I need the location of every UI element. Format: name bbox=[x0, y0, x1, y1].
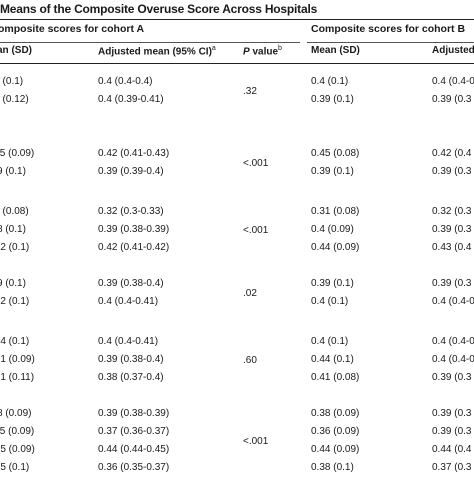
mean-a-cell: ·1 (0.09) bbox=[0, 354, 35, 365]
table-row: 9 (0.1) 0.39 (0.38-0.4) 0.39 (0.1) 0.39 (0.… bbox=[0, 276, 474, 294]
mean-b-cell: 0.4 (0.1) bbox=[311, 76, 349, 87]
p-value: <.001 bbox=[243, 225, 269, 236]
mean-b-cell: 0.4 (0.1) bbox=[311, 336, 349, 347]
mean-a-cell: . (0.08) bbox=[0, 206, 29, 217]
adjusted-b-cell: 0.39 (0.3 bbox=[432, 94, 472, 105]
adjusted-a-cell: 0.4 (0.39-0.41) bbox=[98, 94, 164, 105]
cohort-a-underline bbox=[0, 42, 300, 43]
mean-b-cell: 0.38 (0.1) bbox=[311, 462, 354, 473]
p-value: <.001 bbox=[243, 436, 269, 447]
mean-a-cell: 9 (0.1) bbox=[0, 278, 26, 289]
adjusted-a-cell: 0.39 (0.38-0.4) bbox=[98, 354, 164, 365]
adjusted-b-cell: 0.39 (0.3 bbox=[432, 372, 472, 383]
adjusted-b-cell: 0.32 (0.3 bbox=[432, 206, 472, 217]
mean-b-cell: 0.36 (0.09) bbox=[311, 426, 360, 437]
table-row: .5 (0.09) 0.42 (0.41-0.43) 0.45 (0.08) 0.42… bbox=[0, 146, 474, 164]
mean-a-cell: 8 (0.09) bbox=[0, 408, 32, 419]
cohort-b-underline bbox=[307, 42, 474, 43]
mean-b-cell: 0.44 (0.09) bbox=[311, 444, 360, 455]
mean-b-cell: 0.44 (0.1) bbox=[311, 354, 354, 365]
table-row: .5 (0.09) 0.37 (0.36-0.37) 0.36 (0.09) 0.39… bbox=[0, 424, 474, 442]
mean-a-cell: ·2 (0.1) bbox=[0, 296, 30, 307]
table-row: ·1 (0.09) 0.39 (0.38-0.4) 0.44 (0.1) 0.4 (0… bbox=[0, 352, 474, 370]
adjusted-b-cell: 0.39 (0.3 bbox=[432, 224, 472, 235]
adjusted-a-cell: 0.36 (0.35-0.37) bbox=[98, 462, 170, 473]
adjusted-b-cell: 0.39 (0.3 bbox=[432, 426, 472, 437]
mean-a-cell: ·2 (0.1) bbox=[0, 242, 30, 253]
col-header-adjusted-b: Adjusted bbox=[432, 45, 474, 56]
table-row: . (0.1) 0.4 (0.4-0.4) 0.4 (0.1) 0.4 (0.4-0 bbox=[0, 74, 474, 92]
table-row: 8 (0.1) 0.39 (0.38-0.39) 0.4 (0.09) 0.39 (0… bbox=[0, 222, 474, 240]
adjusted-a-cell: 0.39 (0.38-0.39) bbox=[98, 224, 170, 235]
mean-b-cell: 0.41 (0.08) bbox=[311, 372, 360, 383]
table-row: . (0.12) 0.4 (0.39-0.41) 0.39 (0.1) 0.39 (0… bbox=[0, 92, 474, 110]
adjusted-b-cell: 0.4 (0.4-0 bbox=[432, 76, 474, 87]
mean-a-cell: . (0.12) bbox=[0, 94, 29, 105]
adjusted-a-cell: 0.4 (0.4-0.41) bbox=[98, 296, 159, 307]
col-header-mean-a: an (SD) bbox=[0, 45, 32, 56]
adjusted-a-cell: 0.44 (0.44-0.45) bbox=[98, 444, 170, 455]
table-row: ·5 (0.1) 0.36 (0.35-0.37) 0.38 (0.1) 0.37 (… bbox=[0, 460, 474, 478]
adjusted-a-cell: 0.32 (0.3-0.33) bbox=[98, 206, 164, 217]
col-header-pvalue: P valueb bbox=[243, 45, 282, 58]
p-value: .32 bbox=[243, 86, 257, 97]
mean-a-cell: ·5 (0.09) bbox=[0, 444, 35, 455]
mean-b-cell: 0.39 (0.1) bbox=[311, 166, 354, 177]
adjusted-b-cell: 0.43 (0.4 bbox=[432, 242, 472, 253]
mean-b-cell: 0.39 (0.1) bbox=[311, 94, 354, 105]
cohort-a-header: omposite scores for cohort A bbox=[0, 23, 145, 35]
mean-a-cell: ·1 (0.11) bbox=[0, 372, 35, 383]
col-header-mean-b: Mean (SD) bbox=[311, 45, 360, 56]
adjusted-b-cell: 0.37 (0.3 bbox=[432, 462, 472, 473]
table-row: ·4 (0.1) 0.4 (0.4-0.41) 0.4 (0.1) 0.4 (0.4-… bbox=[0, 334, 474, 352]
mean-b-cell: 0.31 (0.08) bbox=[311, 206, 360, 217]
adjusted-b-cell: 0.42 (0.4 bbox=[432, 148, 472, 159]
adjusted-a-cell: 0.39 (0.38-0.4) bbox=[98, 278, 164, 289]
adjusted-b-cell: 0.39 (0.3 bbox=[432, 278, 472, 289]
mean-b-cell: 0.39 (0.1) bbox=[311, 278, 354, 289]
adjusted-a-cell: 0.4 (0.4-0.41) bbox=[98, 336, 159, 347]
p-value: <.001 bbox=[243, 158, 269, 169]
mean-a-cell: ·5 (0.1) bbox=[0, 462, 30, 473]
p-value: .02 bbox=[243, 288, 257, 299]
mean-b-cell: 0.44 (0.09) bbox=[311, 242, 360, 253]
p-value: .60 bbox=[243, 355, 257, 366]
header-rule bbox=[0, 63, 474, 64]
mean-a-cell: . (0.1) bbox=[0, 76, 24, 87]
mean-a-cell: .5 (0.09) bbox=[0, 426, 35, 437]
mean-a-cell: .5 (0.09) bbox=[0, 148, 35, 159]
table-row: ·1 (0.11) 0.38 (0.37-0.4) 0.41 (0.08) 0.39 … bbox=[0, 370, 474, 388]
adjusted-b-cell: 0.39 (0.3 bbox=[432, 166, 472, 177]
table-row: ·2 (0.1) 0.42 (0.41-0.42) 0.44 (0.09) 0.43 … bbox=[0, 240, 474, 258]
adjusted-a-cell: 0.39 (0.39-0.4) bbox=[98, 166, 164, 177]
adjusted-b-cell: 0.39 (0.3 bbox=[432, 408, 472, 419]
adjusted-b-cell: 0.44 (0.4 bbox=[432, 444, 472, 455]
mean-a-cell: 8 (0.1) bbox=[0, 224, 26, 235]
table-row: 8 (0.09) 0.39 (0.38-0.39) 0.38 (0.09) 0.39 … bbox=[0, 406, 474, 424]
adjusted-a-cell: 0.42 (0.41-0.43) bbox=[98, 148, 170, 159]
col-header-adjusted-a: Adjusted mean (95% CI)a bbox=[98, 45, 216, 58]
mean-a-cell: 9 (0.1) bbox=[0, 166, 26, 177]
adjusted-a-cell: 0.37 (0.36-0.37) bbox=[98, 426, 170, 437]
adjusted-a-cell: 0.39 (0.38-0.39) bbox=[98, 408, 170, 419]
adjusted-b-cell: 0.4 (0.4-0 bbox=[432, 354, 474, 365]
mean-a-cell: ·4 (0.1) bbox=[0, 336, 30, 347]
adjusted-a-cell: 0.4 (0.4-0.4) bbox=[98, 76, 153, 87]
adjusted-a-cell: 0.38 (0.37-0.4) bbox=[98, 372, 164, 383]
mean-b-cell: 0.4 (0.1) bbox=[311, 296, 349, 307]
table-row: ·5 (0.09) 0.44 (0.44-0.45) 0.44 (0.09) 0.44… bbox=[0, 442, 474, 460]
mean-b-cell: 0.38 (0.09) bbox=[311, 408, 360, 419]
adjusted-b-cell: 0.4 (0.4-0 bbox=[432, 296, 474, 307]
table-row: 9 (0.1) 0.39 (0.39-0.4) 0.39 (0.1) 0.39 (0.… bbox=[0, 164, 474, 182]
table-title: Means of the Composite Overuse Score Acr… bbox=[0, 2, 318, 16]
adjusted-b-cell: 0.4 (0.4-0 bbox=[432, 336, 474, 347]
table-row: ·2 (0.1) 0.4 (0.4-0.41) 0.4 (0.1) 0.4 (0.4-… bbox=[0, 294, 474, 312]
table-row: . (0.08) 0.32 (0.3-0.33) 0.31 (0.08) 0.32 (… bbox=[0, 204, 474, 222]
adjusted-a-cell: 0.42 (0.41-0.42) bbox=[98, 242, 170, 253]
cohort-b-header: Composite scores for cohort B bbox=[311, 23, 466, 35]
mean-b-cell: 0.4 (0.09) bbox=[311, 224, 354, 235]
mean-b-cell: 0.45 (0.08) bbox=[311, 148, 360, 159]
top-rule bbox=[0, 19, 474, 20]
